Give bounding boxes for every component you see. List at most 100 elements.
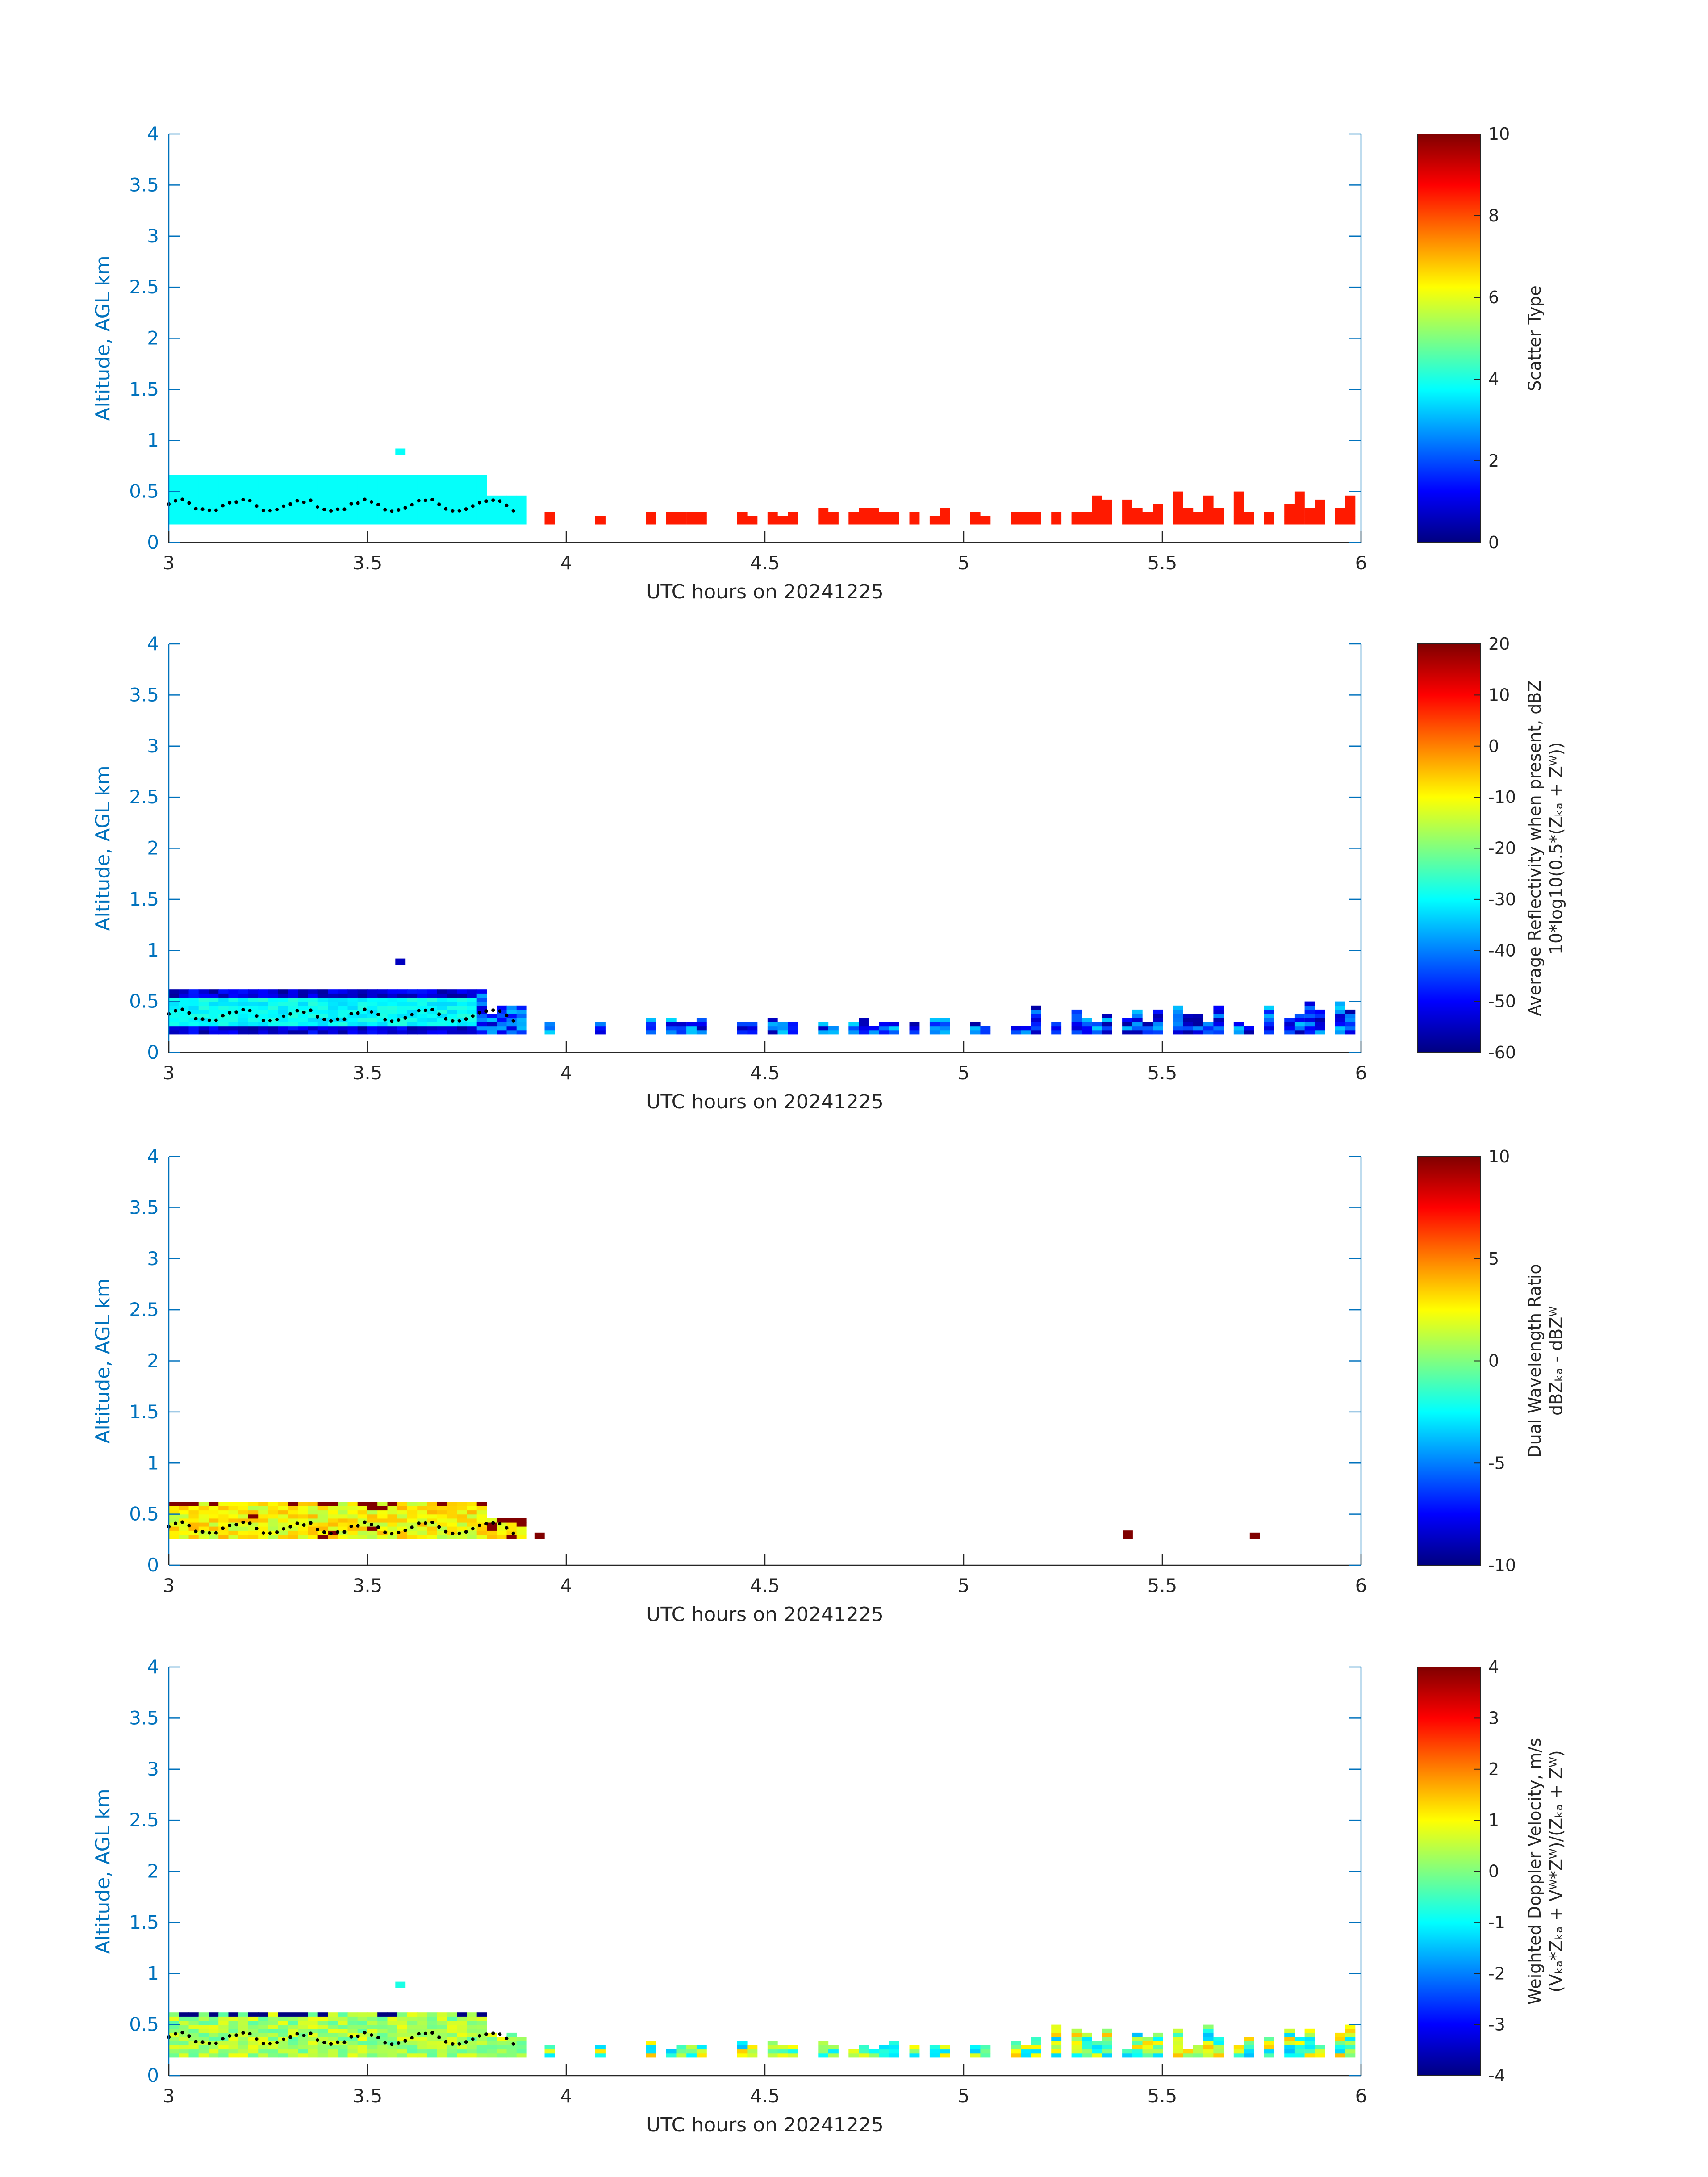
heatmap-cell [407,508,418,512]
heatmap-cell [198,1510,209,1515]
heatmap-cell [357,989,368,994]
heatmap-cell [417,2041,428,2045]
heatmap-cell [1315,1022,1325,1027]
heatmap-cells [169,1502,1260,1539]
heatmap-cell [377,1014,388,1018]
heatmap-cell [218,508,229,512]
heatmap-cell [1021,1030,1031,1035]
heatmap-cell [457,1530,468,1535]
heatmap-cell [268,2041,279,2045]
trace-point [315,505,319,509]
heatmap-cell [417,520,428,525]
heatmap-cell [377,479,388,484]
heatmap-cell [1213,512,1224,517]
heatmap-cell [859,508,869,512]
heatmap-cell [889,2045,899,2050]
trace-point [471,2037,475,2041]
heatmap-cell [377,993,388,998]
heatmap-cell [407,1518,418,1523]
heatmap-cell [1173,2032,1183,2037]
heatmap-cell [1203,2049,1214,2054]
heatmap-cell [1153,2032,1163,2037]
heatmap-cell [1193,2045,1203,2050]
colorbar-tick-label: -40 [1488,940,1516,960]
heatmap-cell [288,993,298,998]
heatmap-cell [476,1534,487,1539]
heatmap-cell [1051,2028,1062,2033]
heatmap-cell [1082,1018,1092,1022]
heatmap-cell [437,1030,447,1035]
heatmap-cell [427,989,438,994]
heatmap-cell [328,495,338,500]
heatmap-cell [1071,1030,1082,1035]
heatmap-cell [506,2032,517,2037]
heatmap-cell [1335,2053,1345,2058]
heatmap-cell [268,1510,279,1515]
heatmap-cell [1102,1018,1112,1022]
heatmap-cell [1315,508,1325,512]
heatmap-cell [980,1026,991,1031]
heatmap-cell [696,2045,707,2050]
heatmap-cell [288,1534,298,1539]
heatmap-cell [879,1030,889,1035]
trace-point [234,1010,238,1014]
heatmap-cell [347,2012,358,2017]
heatmap-cell [347,508,358,512]
heatmap-cell [666,1030,677,1035]
heatmap-cell [328,2032,338,2037]
heatmap-cell [407,1005,418,1010]
heatmap-cell [338,2024,348,2029]
heatmap-cell [476,479,487,484]
heatmap-cell [179,1026,189,1031]
heatmap-cell [1345,1014,1356,1018]
heatmap-cell [1021,1026,1031,1031]
heatmap-cell [169,520,179,525]
x-tick-label: 5 [958,2085,970,2107]
heatmap-cell [427,1518,438,1523]
heatmap-cell [476,1502,487,1506]
heatmap-cell [869,2049,879,2054]
heatmap-cell [1304,1005,1315,1010]
heatmap-cell [447,512,457,517]
heatmap-cell [377,2053,388,2058]
heatmap-cell [437,1526,447,1531]
heatmap-cell [228,997,239,1002]
heatmap-cell [169,516,179,521]
heatmap-cell [238,512,249,517]
trace-point [261,1531,265,1535]
heatmap-cell [298,487,309,492]
heatmap-cell [447,989,457,994]
heatmap-cell [506,508,517,512]
heatmap-cell [179,508,189,512]
heatmap-cell [476,1526,487,1531]
heatmap-cell [407,2032,418,2037]
heatmap-cell [1213,2049,1224,2054]
heatmap-cell [407,2016,418,2021]
heatmap-cell [859,2045,869,2050]
trace-point [342,507,347,511]
heatmap-cell [228,512,239,517]
heatmap-cell [506,1534,517,1539]
heatmap-cell [544,2049,555,2054]
heatmap-cell [457,997,468,1002]
heatmap-cell [1051,1026,1062,1031]
heatmap-cell [447,1005,457,1010]
heatmap-cell [457,508,468,512]
heatmap-cell [228,483,239,488]
heatmap-cell [298,1018,309,1022]
heatmap-cell [1051,1022,1062,1027]
heatmap-cell [427,1502,438,1506]
heatmap-cell [377,1510,388,1515]
heatmap-cell [278,2045,288,2050]
heatmap-cell [258,1005,269,1010]
heatmap-cell [228,495,239,500]
heatmap-cell [1122,516,1132,521]
trace-point [295,1009,299,1013]
heatmap-cell [1264,1018,1274,1022]
heatmap-cell [1294,520,1305,525]
heatmap-cell [347,2053,358,2058]
trace-point [356,2034,360,2038]
heatmap-cell [367,508,378,512]
heatmap-cell [308,1510,318,1515]
heatmap-cell [377,2012,388,2017]
